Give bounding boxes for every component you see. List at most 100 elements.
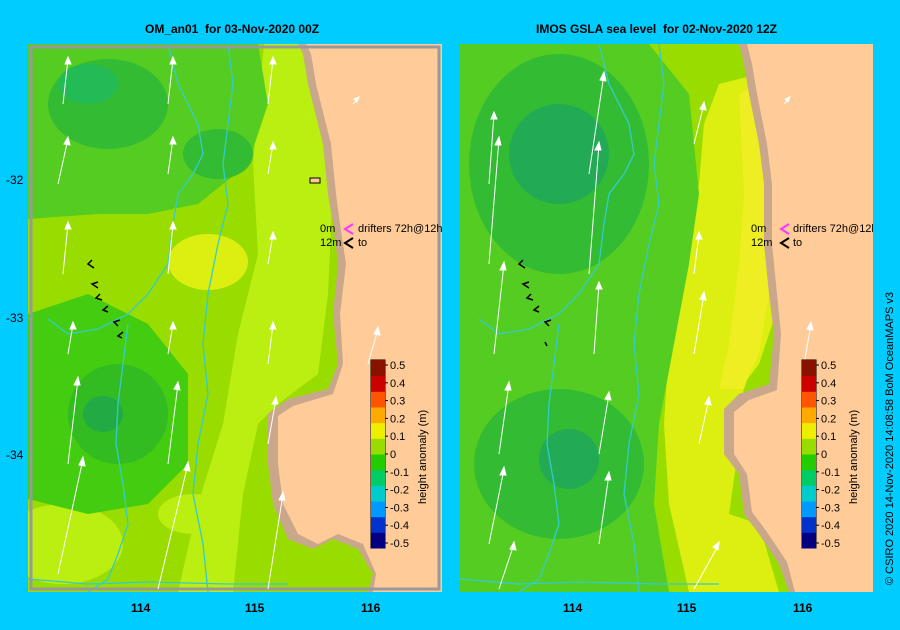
legend-drifters-label: drifters 72h@12h <box>793 223 873 235</box>
colorbar-band <box>802 391 816 408</box>
colorbar-tick-label: -0.4 <box>821 520 840 532</box>
colorbar-label: height anomaly (m) <box>417 410 429 504</box>
lat-label-32: -32 <box>6 173 24 187</box>
colorbar-tick-label: -0.3 <box>390 502 409 514</box>
island <box>309 177 321 184</box>
colorbar-tick-label: 0.2 <box>390 413 405 425</box>
colorbar-band <box>802 516 816 533</box>
negative-anomaly-patch-ne <box>183 129 253 179</box>
isobath-line-4 <box>459 578 719 585</box>
lon-label-115-right: 115 <box>677 601 697 615</box>
right-map-svg: 0m drifters 72h@12h 12m to 0.50.40.30.20… <box>459 44 873 592</box>
drifter-tracks <box>517 259 552 347</box>
colorbar-tick-label: 0.1 <box>390 431 405 443</box>
positive-anomaly-patch-sw <box>28 504 123 584</box>
lat-label-34: -34 <box>6 448 24 462</box>
negative-anomaly-core-north <box>509 104 609 204</box>
colorbar-band <box>371 516 385 533</box>
current-vectors <box>488 70 814 590</box>
colorbar-band <box>371 485 385 502</box>
land <box>734 44 873 592</box>
legend-arrow-black <box>343 237 354 249</box>
colorbar-tick-label: 0.1 <box>821 431 836 443</box>
legend-arrow-magenta <box>343 223 354 235</box>
legend-depth-12m: 12m <box>320 237 341 249</box>
colorbar-band <box>802 501 816 518</box>
land <box>278 44 442 592</box>
colorbar-tick-label: 0.4 <box>390 378 405 390</box>
colorbar-tick-label: 0.5 <box>390 360 405 372</box>
colorbar-tick-label: 0.4 <box>821 378 836 390</box>
colorbar-band <box>802 469 816 486</box>
colorbar-band <box>371 422 385 439</box>
drifter-tracks <box>86 259 124 339</box>
colorbar-tick-label: -0.2 <box>821 485 840 497</box>
colorbar: 0.5 0.4 0.3 0.2 0.1 0 -0.1 -0.2 -0.3 -0.4 -0.5 hei… <box>370 359 429 550</box>
green-band-central <box>459 264 649 404</box>
lon-label-114-left: 114 <box>131 601 151 615</box>
negative-anomaly-core-central <box>83 396 123 432</box>
colorbar-band <box>802 532 816 549</box>
colorbar-tick-label: 0.5 <box>821 360 836 372</box>
colorbar-band <box>371 360 385 377</box>
colorbar-tick-label: -0.5 <box>821 538 840 550</box>
lon-label-115-left: 115 <box>245 601 265 615</box>
colorbar-tick-label: -0.1 <box>821 467 840 479</box>
colorbar-band <box>802 407 816 424</box>
legend-drifters-label: drifters 72h@12h <box>358 223 442 235</box>
colorbar-tick-label: -0.5 <box>390 538 409 550</box>
positive-anomaly-patch <box>168 234 248 290</box>
colorbar-ticks: 0.5 0.4 0.3 0.2 0.1 0 -0.1 -0.2 -0.3 -0.4 -0.5 <box>385 360 409 550</box>
colorbar-band <box>371 391 385 408</box>
colorbar-bands <box>802 360 816 549</box>
colorbar-tick-label: -0.3 <box>821 502 840 514</box>
legend-depth-0m: 0m <box>751 223 766 235</box>
right-map: 0m drifters 72h@12h 12m to 0.5 0.4 0.3 0.2 0… <box>459 44 873 592</box>
colorbar-band <box>371 454 385 471</box>
colorbar-band <box>802 375 816 392</box>
colorbar-band <box>371 532 385 549</box>
current-vectors <box>57 55 381 590</box>
left-map-svg: 0m drifters 72h@12h 12m to 0.50.40.30.20… <box>28 44 442 592</box>
colorbar-band <box>371 407 385 424</box>
left-map: 0m drifters 72h@12h 12m to 0.5 0.4 0.3 0.2 0… <box>28 44 442 592</box>
colorbar-ticks: 0.5 0.4 0.3 0.2 0.1 0 -0.1 -0.2 -0.3 -0.4 -0.5 <box>816 360 840 550</box>
legend-depth-12m: 12m <box>751 237 772 249</box>
isobath-line-1 <box>478 44 635 335</box>
negative-anomaly-core-south <box>539 429 599 489</box>
colorbar-band <box>802 360 816 377</box>
colorbar-band <box>802 422 816 439</box>
colorbar-bands <box>371 360 385 549</box>
negative-anomaly-core-north <box>58 64 118 104</box>
legend-arrow-black <box>779 237 790 249</box>
colorbar-band <box>371 469 385 486</box>
isobath-line-3 <box>192 44 234 592</box>
colorbar-tick-label: -0.2 <box>390 485 409 497</box>
left-panel-title: OM_an01 for 03-Nov-2020 00Z <box>145 22 320 36</box>
isobath-line-4 <box>28 578 288 585</box>
yellow-green-band <box>178 44 333 592</box>
lon-label-114-right: 114 <box>563 601 583 615</box>
legend-depth-0m: 0m <box>320 223 335 235</box>
model-domain-border <box>29 45 441 591</box>
colorbar-tick-label: -0.4 <box>390 520 409 532</box>
colorbar-band <box>371 501 385 518</box>
legend-to-label: to <box>793 237 802 249</box>
isobath-line-2 <box>518 323 560 592</box>
right-panel-title: IMOS GSLA sea level for 02-Nov-2020 12Z <box>536 22 777 36</box>
colorbar-label: height anomaly (m) <box>848 410 860 504</box>
colorbar-band <box>371 375 385 392</box>
colorbar-band <box>802 485 816 502</box>
colorbar-tick-label: 0.2 <box>821 413 836 425</box>
colorbar-tick-label: -0.1 <box>390 467 409 479</box>
lon-label-116-left: 116 <box>361 601 381 615</box>
legend-arrow-magenta <box>779 223 790 235</box>
colorbar-band <box>371 438 385 455</box>
lat-label-33: -33 <box>6 311 24 325</box>
colorbar-tick-label: 0 <box>821 449 827 461</box>
isobath-line-3 <box>623 44 665 592</box>
positive-anomaly-coastal <box>719 84 769 389</box>
colorbar-tick-label: 0.3 <box>821 396 836 408</box>
credit-text: © CSIRO 2020 14-Nov-2020 14:08:58 BoM Oc… <box>884 291 896 585</box>
colorbar: 0.5 0.4 0.3 0.2 0.1 0 -0.1 -0.2 -0.3 -0.4 -0.5 hei… <box>801 359 860 550</box>
